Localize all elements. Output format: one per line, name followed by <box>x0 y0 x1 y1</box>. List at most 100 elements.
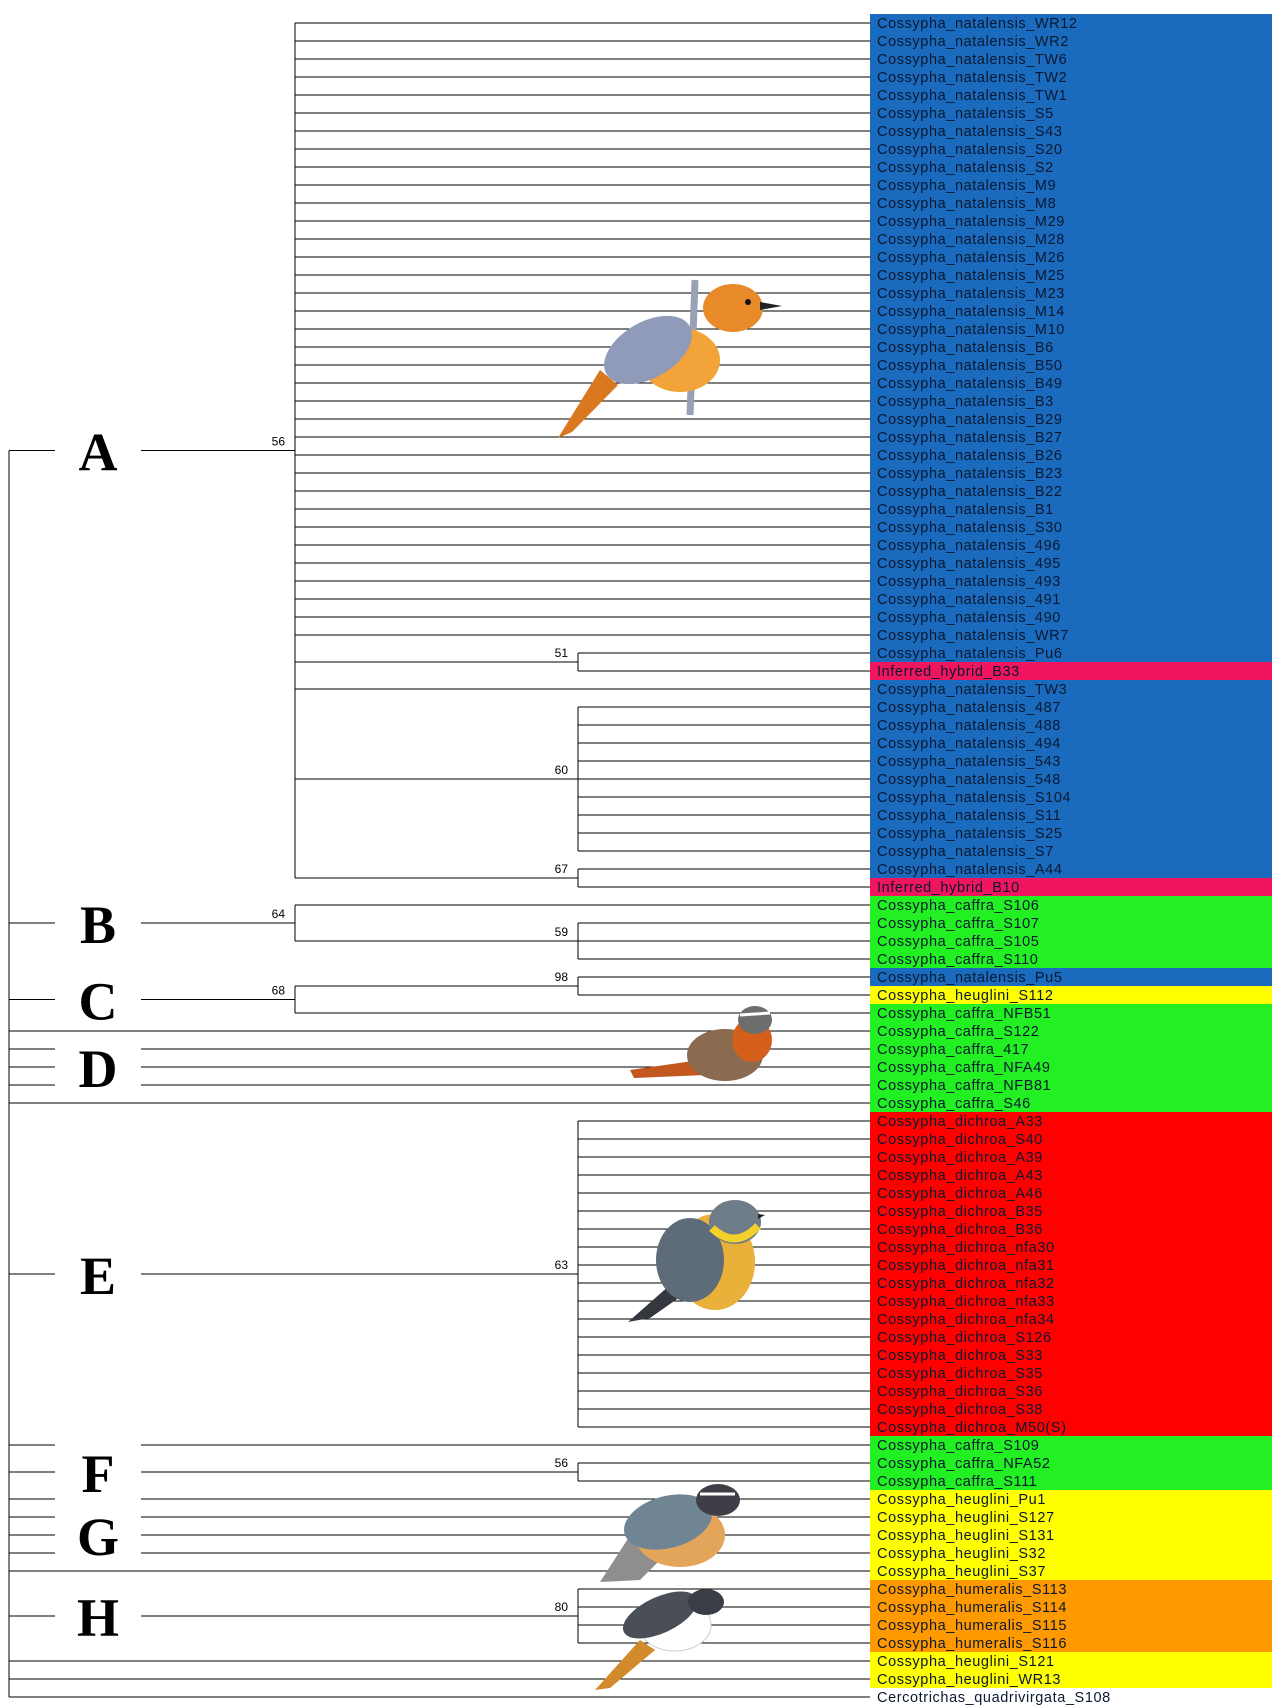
taxon-label: Cossypha_natalensis_TW2 <box>877 70 1067 86</box>
taxon-label: Cossypha_natalensis_B49 <box>877 376 1063 392</box>
bootstrap-value: 63 <box>555 1258 569 1272</box>
taxon-label: Cossypha_dichroa_S38 <box>877 1402 1043 1418</box>
taxon-label: Cossypha_natalensis_M25 <box>877 268 1065 284</box>
taxon-label: Cossypha_natalensis_493 <box>877 574 1061 590</box>
bird-dichroa <box>628 1200 765 1322</box>
taxon-label: Cossypha_natalensis_WR7 <box>877 628 1069 644</box>
taxon-label: Cossypha_natalensis_S11 <box>877 808 1061 824</box>
taxon-label: Cossypha_natalensis_M29 <box>877 214 1065 230</box>
taxon-label: Cossypha_natalensis_495 <box>877 556 1061 572</box>
bootstrap-value: 68 <box>272 984 286 998</box>
bird-caffra <box>630 1006 772 1081</box>
clade-label: B <box>80 895 116 955</box>
taxon-label: Cossypha_natalensis_S30 <box>877 520 1063 536</box>
clade-label: G <box>77 1507 119 1567</box>
taxon-label: Cossypha_caffra_S106 <box>877 898 1039 914</box>
taxon-label: Cossypha_dichroa_S33 <box>877 1348 1043 1364</box>
taxon-label: Cossypha_natalensis_494 <box>877 736 1061 752</box>
taxon-label: Cossypha_natalensis_B23 <box>877 466 1063 482</box>
taxon-label: Cossypha_natalensis_TW3 <box>877 682 1067 698</box>
taxon-label: Cossypha_natalensis_M8 <box>877 196 1056 212</box>
taxon-label: Cossypha_caffra_S109 <box>877 1438 1039 1454</box>
taxon-label: Cossypha_heuglini_S37 <box>877 1564 1046 1580</box>
clade-label: C <box>79 972 118 1032</box>
bootstrap-value: 80 <box>555 1600 569 1614</box>
taxon-label: Cossypha_dichroa_nfa32 <box>877 1276 1055 1292</box>
taxon-label: Cossypha_caffra_S110 <box>877 952 1038 968</box>
taxon-label: Cossypha_natalensis_M26 <box>877 250 1065 266</box>
taxon-label: Cossypha_natalensis_Pu6 <box>877 646 1063 662</box>
taxon-label: Cossypha_caffra_S107 <box>877 916 1039 932</box>
bootstrap-value: 56 <box>272 435 286 449</box>
taxon-label: Cossypha_dichroa_nfa31 <box>877 1258 1055 1274</box>
taxon-label: Cossypha_natalensis_WR2 <box>877 34 1069 50</box>
taxon-label: Cossypha_caffra_NFA49 <box>877 1060 1051 1076</box>
taxon-label: Cossypha_natalensis_WR12 <box>877 16 1078 32</box>
clade-label: F <box>82 1444 115 1504</box>
taxon-label: Cossypha_heuglini_WR13 <box>877 1672 1061 1688</box>
taxon-label: Cossypha_caffra_NFB51 <box>877 1006 1051 1022</box>
taxon-label: Cossypha_dichroa_S126 <box>877 1330 1052 1346</box>
bootstrap-value: 56 <box>555 1456 569 1470</box>
taxon-label: Inferred_hybrid_B33 <box>877 664 1020 680</box>
taxon-label: Cossypha_natalensis_B3 <box>877 394 1054 410</box>
taxon-label: Cossypha_dichroa_S36 <box>877 1384 1043 1400</box>
taxon-label: Cossypha_caffra_417 <box>877 1042 1029 1058</box>
clade-label: E <box>80 1246 116 1306</box>
taxon-label: Inferred_hybrid_B10 <box>877 880 1020 896</box>
taxon-label: Cossypha_natalensis_543 <box>877 754 1061 770</box>
taxon-label: Cossypha_natalensis_B6 <box>877 340 1054 356</box>
taxon-label: Cossypha_natalensis_488 <box>877 718 1061 734</box>
taxon-label: Cossypha_caffra_NFA52 <box>877 1456 1051 1472</box>
taxon-label: Cossypha_natalensis_B29 <box>877 412 1063 428</box>
taxon-label: Cossypha_natalensis_S104 <box>877 790 1071 806</box>
taxon-label: Cossypha_natalensis_M10 <box>877 322 1065 338</box>
taxon-label: Cossypha_heuglini_S112 <box>877 988 1054 1004</box>
taxon-label: Cossypha_caffra_S122 <box>877 1024 1039 1040</box>
bootstrap-value: 98 <box>555 970 569 984</box>
phylogenetic-tree: Cossypha_natalensis_WR12 Cossypha_natalen… <box>0 0 1288 1707</box>
taxon-label: Cossypha_natalensis_490 <box>877 610 1061 626</box>
bootstrap-value: 64 <box>272 907 286 921</box>
taxon-label: Cossypha_humeralis_S113 <box>877 1582 1067 1598</box>
taxon-label: Cossypha_natalensis_B50 <box>877 358 1063 374</box>
taxon-label: Cossypha_dichroa_A43 <box>877 1168 1043 1184</box>
bootstrap-value: 67 <box>555 862 569 876</box>
taxon-label: Cossypha_heuglini_S121 <box>877 1654 1055 1670</box>
clade-label: H <box>77 1588 119 1648</box>
taxon-label: Cercotrichas_quadrivirgata_S108 <box>877 1690 1111 1706</box>
taxon-label: Cossypha_heuglini_S127 <box>877 1510 1055 1526</box>
taxon-label: Cossypha_natalensis_M23 <box>877 286 1065 302</box>
taxon-label: Cossypha_dichroa_A33 <box>877 1114 1043 1130</box>
taxon-label: Cossypha_dichroa_B35 <box>877 1204 1043 1220</box>
taxon-label: Cossypha_natalensis_Pu5 <box>877 970 1063 986</box>
taxon-label: Cossypha_heuglini_S131 <box>877 1528 1055 1544</box>
taxon-label: Cossypha_natalensis_S7 <box>877 844 1054 860</box>
taxon-label: Cossypha_natalensis_S25 <box>877 826 1063 842</box>
taxon-label: Cossypha_caffra_S46 <box>877 1096 1031 1112</box>
taxon-label: Cossypha_caffra_S105 <box>877 934 1039 950</box>
taxon-label: Cossypha_heuglini_Pu1 <box>877 1492 1046 1508</box>
taxon-label: Cossypha_natalensis_M9 <box>877 178 1056 194</box>
taxon-label: Cossypha_natalensis_B1 <box>877 502 1054 518</box>
taxon-label: Cossypha_dichroa_S35 <box>877 1366 1043 1382</box>
taxon-label: Cossypha_humeralis_S115 <box>877 1618 1067 1634</box>
taxon-label: Cossypha_caffra_NFB81 <box>877 1078 1051 1094</box>
taxon-label: Cossypha_dichroa_M50(S) <box>877 1420 1067 1436</box>
taxon-label: Cossypha_caffra_S111 <box>877 1474 1037 1490</box>
taxon-label: Cossypha_dichroa_A39 <box>877 1150 1043 1166</box>
taxon-label: Cossypha_natalensis_B26 <box>877 448 1063 464</box>
taxon-label: Cossypha_natalensis_S2 <box>877 160 1054 176</box>
taxon-label: Cossypha_natalensis_487 <box>877 700 1061 716</box>
taxon-label: Cossypha_natalensis_496 <box>877 538 1061 554</box>
taxon-label: Cossypha_dichroa_nfa30 <box>877 1240 1055 1256</box>
taxon-label: Cossypha_natalensis_S43 <box>877 124 1063 140</box>
taxon-label: Cossypha_humeralis_S116 <box>877 1636 1067 1652</box>
taxon-label: Cossypha_natalensis_B22 <box>877 484 1063 500</box>
taxon-label: Cossypha_dichroa_S40 <box>877 1132 1043 1148</box>
taxon-label: Cossypha_natalensis_S5 <box>877 106 1054 122</box>
taxon-label: Cossypha_natalensis_A44 <box>877 862 1063 878</box>
taxon-label: Cossypha_natalensis_491 <box>877 592 1061 608</box>
taxon-label: Cossypha_natalensis_TW6 <box>877 52 1067 68</box>
taxon-label: Cossypha_dichroa_A46 <box>877 1186 1043 1202</box>
